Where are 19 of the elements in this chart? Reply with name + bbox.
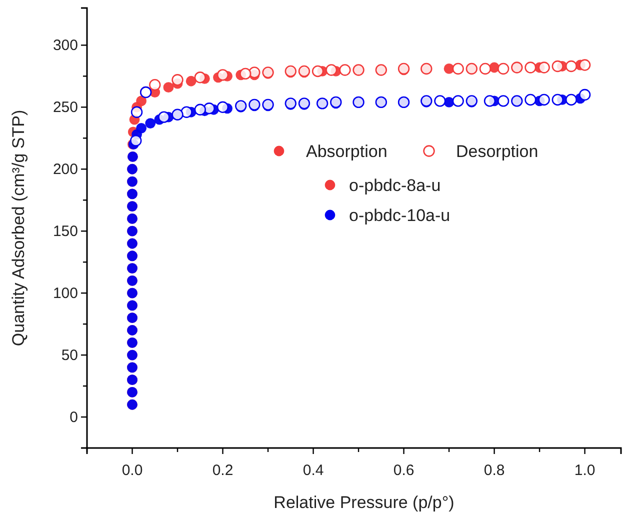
x-tick-label: 0.0 (122, 462, 143, 479)
x-tick-label: 1.0 (574, 462, 596, 479)
y-tick-label: 200 (52, 160, 78, 178)
y-axis-title: Quantity Adsorbed (cm³/g STP) (9, 110, 28, 346)
y-tick-label: 100 (52, 284, 78, 302)
y-tick-label: 300 (52, 36, 78, 54)
x-tick-label: 0.2 (212, 462, 234, 479)
x-axis-title: Relative Pressure (p/p°) (274, 493, 454, 512)
y-tick-label: 250 (52, 98, 78, 116)
y-tick-label: 50 (61, 346, 78, 364)
x-tick-label: 0.4 (302, 462, 324, 479)
legend-label: Desorption (456, 142, 538, 161)
annotation: Absorption (306, 142, 388, 161)
y-tick-label: 0 (70, 408, 78, 426)
x-tick-label: 0.6 (393, 462, 414, 479)
legend-label: o-pbdc-8a-u (349, 176, 441, 195)
x-tick-label: 0.8 (484, 462, 505, 479)
y-tick-label: 150 (52, 222, 78, 240)
legend-label: o-pbdc-10a-u (349, 206, 450, 225)
